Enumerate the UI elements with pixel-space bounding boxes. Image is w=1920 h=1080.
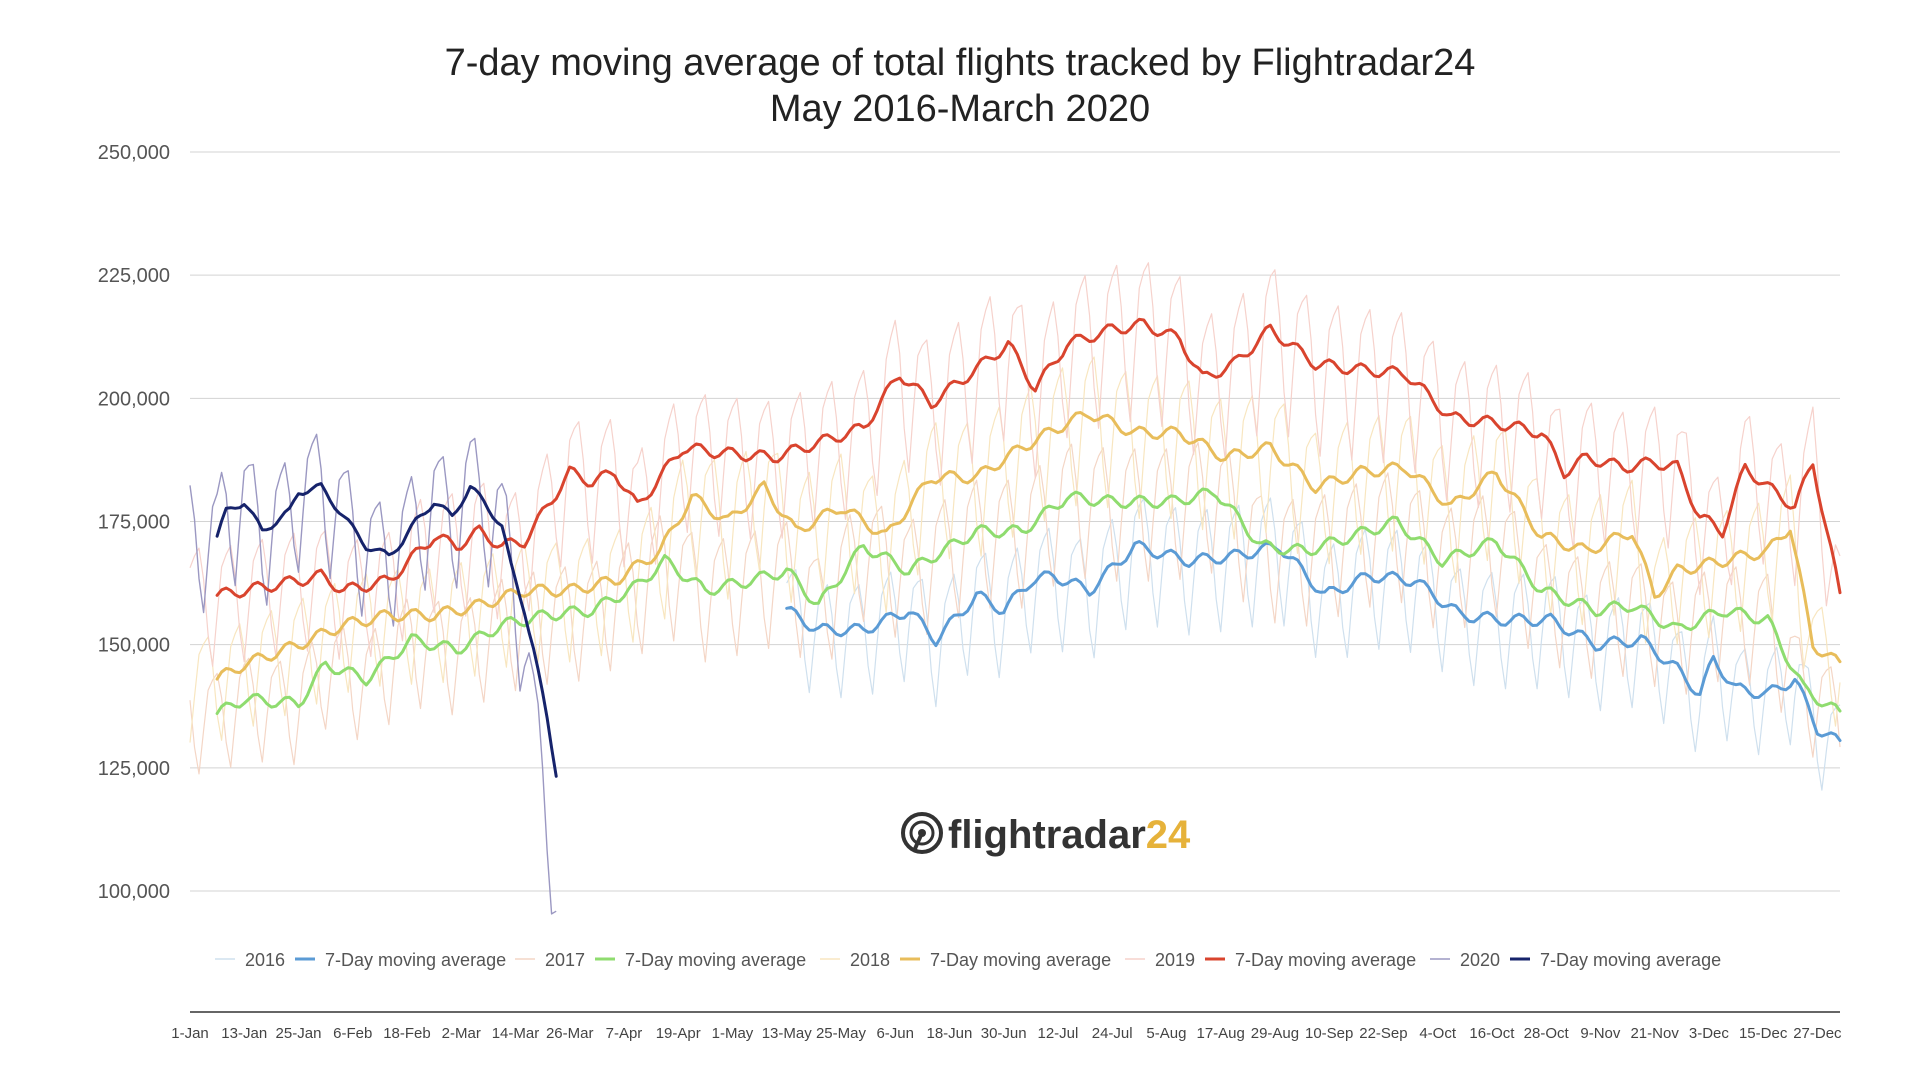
logo-text-number: 24 bbox=[1146, 813, 1191, 857]
x-tick-label: 28-Oct bbox=[1524, 1025, 1570, 1042]
series-line-2019-moving-average bbox=[215, 317, 1842, 599]
x-tick-label: 1-Jan bbox=[171, 1025, 209, 1042]
x-tick-label: 25-Jan bbox=[276, 1025, 322, 1042]
legend-label-2017-daily: 2017 bbox=[545, 950, 585, 970]
y-tick-label: 175,000 bbox=[98, 512, 170, 534]
x-tick-label: 4-Oct bbox=[1419, 1025, 1457, 1042]
y-tick-label: 200,000 bbox=[98, 388, 170, 410]
x-tick-label: 6-Feb bbox=[333, 1025, 372, 1042]
y-tick-label: 125,000 bbox=[98, 758, 170, 780]
x-tick-label: 2-Mar bbox=[442, 1025, 481, 1042]
x-tick-label: 13-May bbox=[762, 1025, 813, 1042]
series-line-2017-moving-average bbox=[215, 487, 1842, 715]
series-line-2018-moving-average bbox=[215, 411, 1842, 681]
chart-title: 7-day moving average of total flights tr… bbox=[444, 42, 1476, 84]
x-tick-label: 17-Aug bbox=[1196, 1025, 1244, 1042]
x-tick-label: 29-Aug bbox=[1251, 1025, 1299, 1042]
radar-logo-stem bbox=[912, 832, 924, 852]
x-tick-label: 30-Jun bbox=[981, 1025, 1027, 1042]
series-line-2020-daily bbox=[189, 433, 557, 915]
x-tick-label: 25-May bbox=[816, 1025, 867, 1042]
x-tick-label: 18-Jun bbox=[927, 1025, 973, 1042]
x-tick-label: 6-Jun bbox=[876, 1025, 914, 1042]
legend-label-2017-avg: 7-Day moving average bbox=[625, 950, 806, 970]
x-axis: 1-Jan 13-Jan 25-Jan 6-Feb 18-Feb 2-Mar 14-Mar 2… bbox=[171, 1025, 1842, 1042]
x-tick-label: 5-Aug bbox=[1146, 1025, 1186, 1042]
series-line-2018-daily bbox=[189, 356, 1841, 743]
y-tick-label: 225,000 bbox=[98, 265, 170, 287]
x-tick-label: 19-Apr bbox=[656, 1025, 701, 1042]
x-tick-label: 15-Dec bbox=[1739, 1025, 1788, 1042]
x-tick-label: 14-Mar bbox=[492, 1025, 540, 1042]
x-tick-label: 21-Nov bbox=[1630, 1025, 1679, 1042]
chart-title-block: 7-day moving average of total flights tr… bbox=[0, 40, 1920, 132]
chart-subtitle: May 2016-March 2020 bbox=[769, 88, 1151, 130]
y-tick-label: 250,000 bbox=[98, 142, 170, 164]
moving-average-series-group bbox=[215, 317, 1842, 778]
x-tick-label: 10-Sep bbox=[1305, 1025, 1353, 1042]
radar-logo-icon bbox=[901, 812, 943, 854]
logo-text-main: flightradar bbox=[948, 813, 1146, 857]
x-tick-label: 22-Sep bbox=[1359, 1025, 1407, 1042]
series-line-2016-daily bbox=[786, 497, 1841, 791]
series-line-2017-daily bbox=[189, 442, 1841, 775]
series-line-2020-moving-average bbox=[215, 482, 558, 778]
legend-label-2020-avg: 7-Day moving average bbox=[1540, 950, 1721, 970]
legend-label-2019-avg: 7-Day moving average bbox=[1235, 950, 1416, 970]
x-tick-label: 3-Dec bbox=[1689, 1025, 1730, 1042]
legend-label-2016-avg: 7-Day moving average bbox=[325, 950, 506, 970]
radar-logo-inner-ring bbox=[909, 820, 935, 846]
x-tick-label: 7-Apr bbox=[606, 1025, 643, 1042]
x-tick-label: 27-Dec bbox=[1793, 1025, 1842, 1042]
legend: 2016 7-Day moving average 2017 7-Day moving… bbox=[215, 950, 1721, 970]
legend-label-2016-daily: 2016 bbox=[245, 950, 285, 970]
flightradar24-logo: flightradar24 bbox=[901, 812, 1191, 857]
legend-label-2020-daily: 2020 bbox=[1460, 950, 1500, 970]
series-line-2016-moving-average bbox=[785, 540, 1842, 742]
x-tick-label: 13-Jan bbox=[221, 1025, 267, 1042]
x-tick-label: 9-Nov bbox=[1580, 1025, 1621, 1042]
gridlines bbox=[190, 151, 1840, 892]
x-tick-label: 24-Jul bbox=[1092, 1025, 1133, 1042]
legend-label-2019-daily: 2019 bbox=[1155, 950, 1195, 970]
y-tick-label: 150,000 bbox=[98, 635, 170, 657]
x-tick-label: 26-Mar bbox=[546, 1025, 594, 1042]
x-tick-label: 1-May bbox=[712, 1025, 754, 1042]
legend-label-2018-daily: 2018 bbox=[850, 950, 890, 970]
x-tick-label: 12-Jul bbox=[1038, 1025, 1079, 1042]
x-tick-label: 18-Feb bbox=[383, 1025, 431, 1042]
legend-label-2018-avg: 7-Day moving average bbox=[930, 950, 1111, 970]
x-tick-label: 16-Oct bbox=[1469, 1025, 1515, 1042]
y-tick-label: 100,000 bbox=[98, 881, 170, 903]
svg-text:flightradar24: flightradar24 bbox=[948, 813, 1191, 857]
y-axis: 100,000 125,000 150,000 175,000 200,000 225,0… bbox=[98, 142, 170, 903]
